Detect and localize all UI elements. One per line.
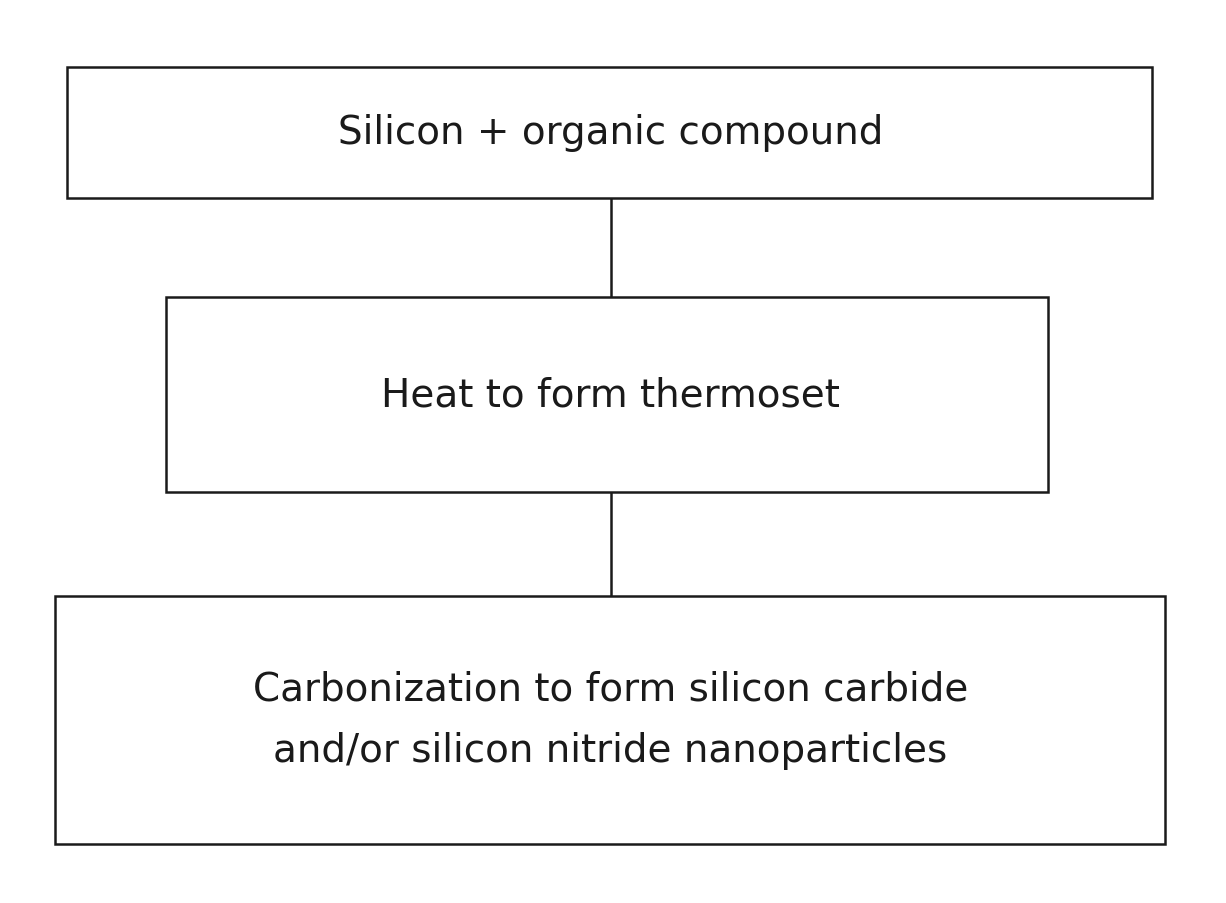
Text: Silicon + organic compound: Silicon + organic compound [338, 114, 883, 152]
FancyBboxPatch shape [67, 68, 1152, 199]
Text: Carbonization to form silicon carbide
and/or silicon nitride nanoparticles: Carbonization to form silicon carbide an… [253, 670, 969, 769]
FancyBboxPatch shape [166, 298, 1048, 492]
FancyBboxPatch shape [55, 596, 1165, 844]
Text: Heat to form thermoset: Heat to form thermoset [381, 376, 840, 414]
